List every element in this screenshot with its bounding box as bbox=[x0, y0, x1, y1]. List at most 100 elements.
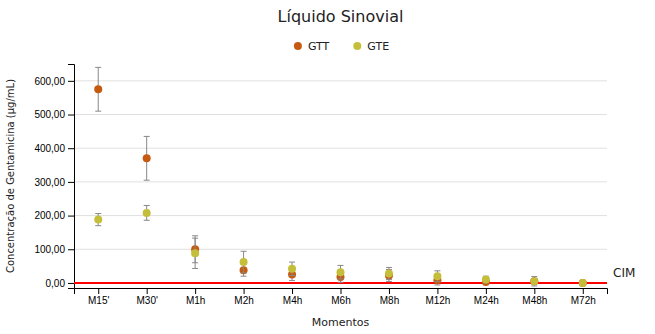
x-tick-label: M15' bbox=[88, 295, 109, 306]
error-bar bbox=[338, 265, 344, 278]
x-tick-label: M30' bbox=[136, 295, 157, 306]
y-tick-mark bbox=[68, 148, 74, 149]
error-bar bbox=[483, 276, 489, 283]
point bbox=[579, 279, 587, 287]
error-bar bbox=[386, 267, 392, 279]
x-axis-title: Momentos bbox=[312, 316, 370, 329]
point bbox=[191, 249, 199, 257]
reference-line bbox=[74, 282, 607, 284]
error-bar-cap bbox=[434, 281, 440, 282]
error-bar bbox=[144, 205, 150, 220]
x-tick-mark bbox=[147, 288, 148, 294]
y-tick-label: 600,00 bbox=[34, 76, 65, 87]
error-bar-cap bbox=[241, 251, 247, 252]
error-bar-cap bbox=[434, 270, 440, 271]
error-bar bbox=[434, 271, 440, 282]
error-bar-cap bbox=[338, 265, 344, 266]
x-tick-mark bbox=[98, 288, 99, 294]
legend-label: GTE bbox=[367, 40, 389, 53]
error-bar-cap bbox=[386, 267, 392, 268]
legend-item: GTE bbox=[353, 40, 389, 53]
series bbox=[94, 67, 587, 287]
x-tick-mark bbox=[583, 288, 584, 294]
error-bar bbox=[192, 238, 198, 268]
legend-label: GTT bbox=[308, 40, 330, 53]
error-bar-cap bbox=[241, 272, 247, 273]
series bbox=[94, 205, 587, 286]
x-tick: M2h bbox=[234, 288, 253, 306]
y-tick: 300,00 bbox=[34, 177, 74, 188]
y-tick: 0,00 bbox=[46, 278, 74, 289]
error-bar-cap bbox=[338, 278, 344, 279]
point bbox=[240, 258, 248, 266]
marks bbox=[74, 67, 607, 287]
point bbox=[433, 272, 441, 280]
error-bar-cap bbox=[95, 67, 101, 68]
y-tick-mark bbox=[68, 249, 74, 250]
x-tick: M24h bbox=[474, 288, 499, 306]
title: Líquido Sinovial bbox=[278, 7, 404, 26]
error-bar bbox=[386, 269, 392, 281]
annotation: CIM bbox=[613, 266, 635, 280]
grid-line bbox=[74, 181, 607, 182]
point bbox=[385, 270, 393, 278]
x-tick-mark bbox=[244, 288, 245, 294]
y-tick-mark bbox=[68, 81, 74, 82]
error-bar-cap bbox=[144, 205, 150, 206]
x-axis-line bbox=[75, 289, 608, 295]
grid bbox=[74, 81, 607, 283]
x-tick-label: M48h bbox=[522, 295, 547, 306]
legend-swatch bbox=[353, 42, 361, 50]
error-bar-cap bbox=[95, 213, 101, 214]
error-bar-cap bbox=[144, 180, 150, 181]
y-tick-label: 500,00 bbox=[34, 109, 65, 120]
error-bar-cap bbox=[289, 280, 295, 281]
y-tick: 500,00 bbox=[34, 109, 74, 120]
y-axis-line bbox=[68, 65, 75, 289]
x-tick: M48h bbox=[522, 288, 547, 306]
point bbox=[337, 268, 345, 276]
x-tick-mark bbox=[437, 288, 438, 294]
error-bar-cap bbox=[338, 282, 344, 283]
y-tick: 200,00 bbox=[34, 210, 74, 221]
error-bar-cap bbox=[192, 268, 198, 269]
x-tick-label: M1h bbox=[186, 295, 205, 306]
x-tick-label: M2h bbox=[234, 295, 253, 306]
x-axis: M15'M30'M1hM2hM4hM6hM8hM12hM24hM48hM72h bbox=[75, 288, 608, 306]
point bbox=[94, 216, 102, 224]
error-bar bbox=[95, 67, 101, 111]
grid-line bbox=[74, 249, 607, 250]
x-tick-mark bbox=[534, 288, 535, 294]
error-bar-cap bbox=[144, 136, 150, 137]
y-tick-mark bbox=[68, 115, 74, 116]
point bbox=[288, 265, 296, 273]
y-tick-mark bbox=[68, 216, 74, 217]
point bbox=[530, 277, 538, 285]
x-tick-label: M6h bbox=[331, 295, 350, 306]
x-tick: M12h bbox=[425, 288, 450, 306]
y-tick-label: 400,00 bbox=[34, 143, 65, 154]
x-tick: M15' bbox=[88, 288, 109, 306]
y-tick: 400,00 bbox=[34, 143, 74, 154]
x-tick: M1h bbox=[186, 288, 205, 306]
x-tick: M72h bbox=[571, 288, 596, 306]
point bbox=[579, 279, 587, 287]
y-tick-label: 0,00 bbox=[46, 278, 66, 289]
error-bar-cap bbox=[531, 285, 537, 286]
y-tick-label: 200,00 bbox=[34, 210, 65, 221]
y-axis-title: Concentração de Gentamicina (µg/mL) bbox=[5, 79, 16, 273]
legend-swatch bbox=[294, 42, 302, 50]
point bbox=[482, 276, 490, 284]
x-tick: M8h bbox=[380, 288, 399, 306]
x-tick-label: M24h bbox=[474, 295, 499, 306]
error-bar-cap bbox=[192, 238, 198, 239]
x-tick-mark bbox=[389, 288, 390, 294]
x-tick-label: M8h bbox=[380, 295, 399, 306]
error-bar-cap bbox=[192, 235, 198, 236]
error-bar-cap bbox=[95, 111, 101, 112]
error-bar-cap bbox=[386, 279, 392, 280]
point bbox=[143, 209, 151, 217]
error-bar-cap bbox=[531, 276, 537, 277]
grid-line bbox=[74, 148, 607, 149]
grid-line bbox=[74, 215, 607, 216]
